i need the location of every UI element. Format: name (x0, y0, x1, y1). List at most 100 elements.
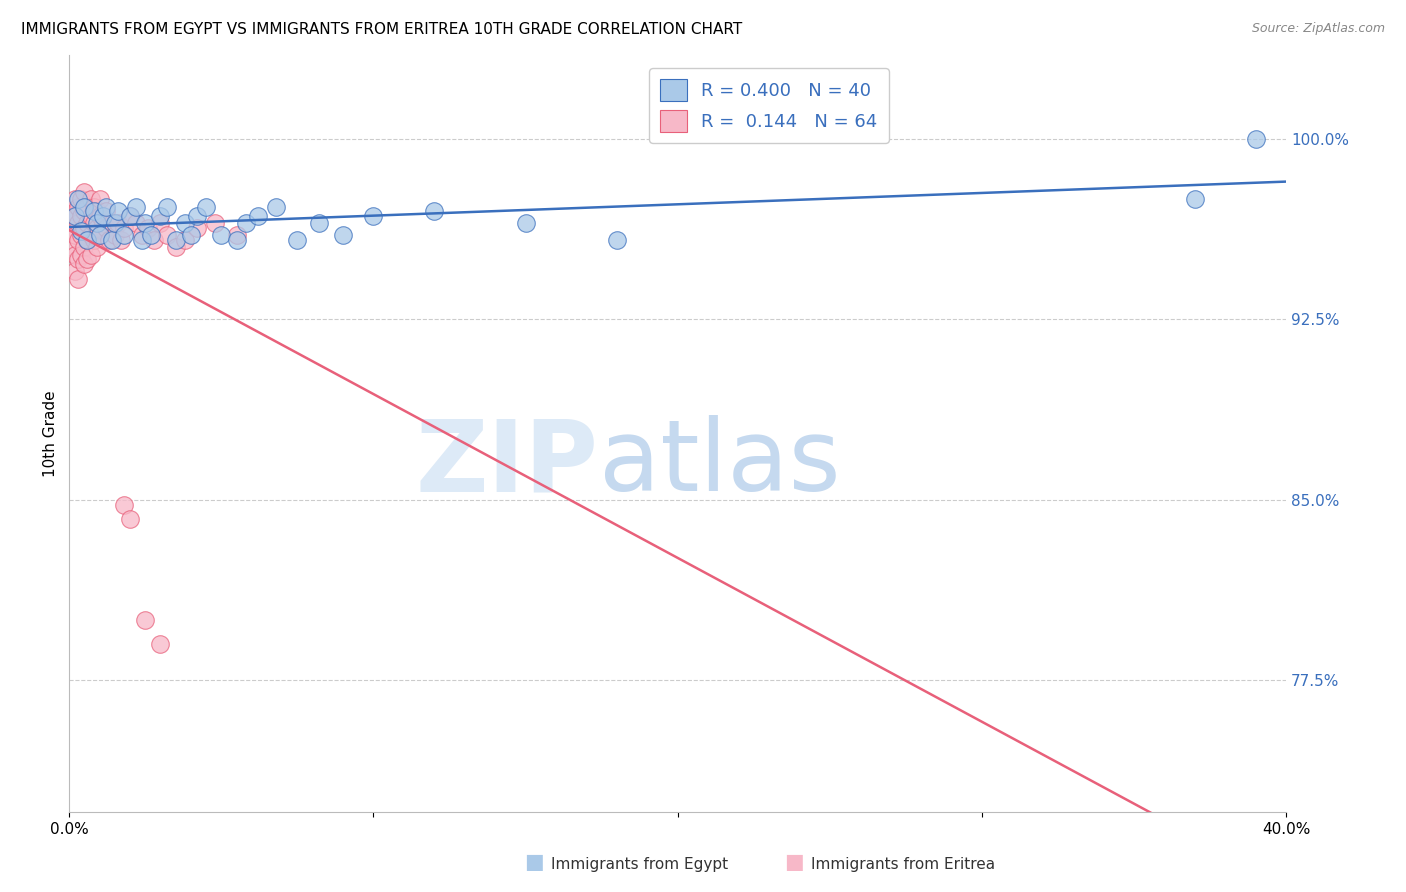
Point (125, 200, 148, 214)
Point (65, 209, 87, 223)
Text: ■: ■ (524, 853, 544, 872)
Point (1184, 192, 1206, 206)
Point (225, 233, 247, 247)
Point (515, 216, 537, 230)
Legend: R = 0.400   N = 40, R =  0.144   N = 64: R = 0.400 N = 40, R = 0.144 N = 64 (650, 68, 889, 143)
Point (89, 192, 111, 206)
Point (209, 228, 232, 243)
Point (285, 233, 308, 247)
Point (134, 613, 156, 627)
Point (94, 221, 117, 235)
Point (165, 240, 187, 254)
Point (97, 233, 120, 247)
Point (112, 228, 135, 243)
Y-axis label: 10th Grade: 10th Grade (44, 391, 58, 477)
Point (83, 233, 105, 247)
Point (149, 637, 172, 651)
Point (76, 233, 98, 247)
Text: atlas: atlas (599, 416, 841, 512)
Point (173, 233, 195, 247)
Point (131, 233, 153, 247)
Point (73, 257, 96, 271)
Point (131, 228, 153, 243)
Point (94, 200, 117, 214)
Text: Immigrants from Eritrea: Immigrants from Eritrea (811, 857, 995, 872)
Point (67, 271, 90, 285)
Text: ■: ■ (785, 853, 804, 872)
Point (110, 233, 132, 247)
Point (165, 233, 187, 247)
Point (112, 498, 135, 512)
Point (79, 192, 101, 206)
Point (65, 264, 87, 278)
Point (65, 209, 87, 223)
Point (101, 233, 124, 247)
Point (120, 209, 142, 223)
Point (195, 200, 218, 214)
Point (86, 204, 108, 219)
Point (73, 185, 96, 199)
Text: IMMIGRANTS FROM EGYPT VS IMMIGRANTS FROM ERITREA 10TH GRADE CORRELATION CHART: IMMIGRANTS FROM EGYPT VS IMMIGRANTS FROM… (21, 22, 742, 37)
Point (70, 247, 93, 261)
Point (204, 216, 226, 230)
Point (76, 216, 98, 230)
Point (73, 221, 96, 235)
Point (65, 192, 87, 206)
Point (107, 204, 129, 219)
Point (91, 216, 114, 230)
Point (149, 216, 172, 230)
Point (65, 247, 87, 261)
Point (73, 204, 96, 219)
Point (89, 228, 111, 243)
Point (180, 228, 202, 243)
Point (83, 200, 105, 214)
Point (67, 233, 90, 247)
Point (67, 252, 90, 267)
Point (91, 209, 114, 223)
Point (73, 200, 96, 214)
Point (120, 209, 142, 223)
Point (67, 216, 90, 230)
Point (67, 200, 90, 214)
Point (423, 204, 446, 219)
Point (264, 200, 287, 214)
Point (143, 233, 166, 247)
Point (186, 221, 208, 235)
Point (73, 240, 96, 254)
Point (235, 216, 257, 230)
Point (173, 216, 195, 230)
Point (76, 252, 98, 267)
Point (155, 228, 177, 243)
Point (155, 200, 177, 214)
Point (112, 221, 135, 235)
Point (70, 223, 93, 237)
Point (60, 240, 83, 254)
Point (86, 240, 108, 254)
Point (136, 221, 159, 235)
Point (83, 204, 105, 219)
Point (94, 204, 117, 219)
Point (79, 247, 101, 261)
Text: Source: ZipAtlas.com: Source: ZipAtlas.com (1251, 22, 1385, 36)
Point (70, 209, 93, 223)
Point (125, 216, 148, 230)
Point (86, 216, 108, 230)
Point (104, 228, 127, 243)
Point (76, 233, 98, 247)
Point (60, 204, 83, 219)
Point (1244, 132, 1267, 146)
Point (120, 512, 142, 526)
Text: Immigrants from Egypt: Immigrants from Egypt (551, 857, 728, 872)
Point (363, 209, 385, 223)
Point (76, 200, 98, 214)
Point (308, 216, 330, 230)
Point (141, 228, 163, 243)
Point (89, 228, 111, 243)
Point (79, 228, 101, 243)
Point (107, 216, 129, 230)
Point (89, 209, 111, 223)
Point (83, 216, 105, 230)
Point (246, 209, 269, 223)
Point (60, 223, 83, 237)
Point (134, 216, 156, 230)
